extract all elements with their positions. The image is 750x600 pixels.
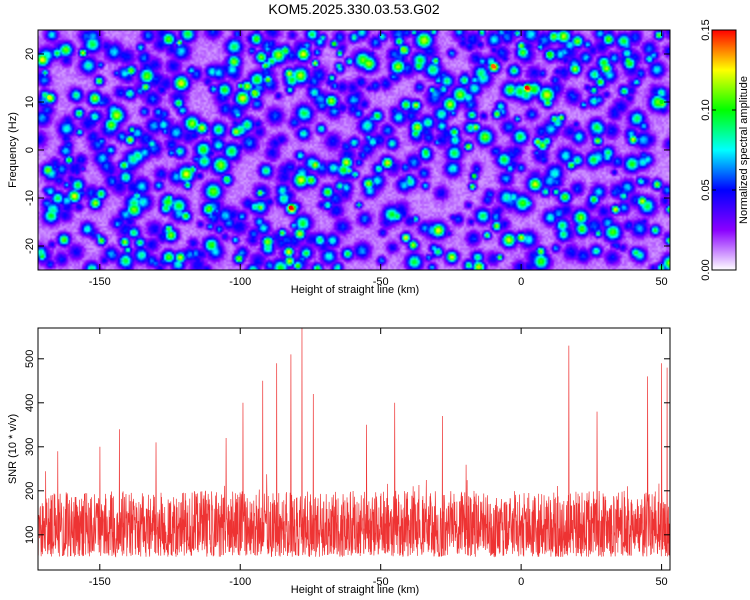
top-xtick-label: -50	[373, 276, 389, 288]
snr-series-line	[38, 328, 670, 558]
bottom-xtick-label: -50	[373, 576, 389, 588]
spectral-peak-3	[47, 95, 52, 100]
colorbar-tick-label: 0.15	[700, 19, 712, 40]
spectral-peak-8	[224, 176, 229, 181]
snr-frame	[37, 327, 671, 571]
top-ytick-label: 0	[24, 147, 36, 153]
colorbar-tick-label: 0.00	[700, 259, 712, 280]
bottom-ylabel: SNR (10 * v/v)	[7, 414, 19, 484]
top-ylabel: Frequency (Hz)	[7, 112, 19, 188]
bottom-xtick-label: -150	[89, 576, 111, 588]
spectral-peak-2	[491, 64, 496, 68]
spectral-peak-6	[547, 52, 552, 56]
top-ytick-label: -20	[24, 238, 36, 254]
bottom-ytick-label: 400	[24, 394, 36, 412]
bottom-xlabel: Height of straight line (km)	[291, 584, 419, 596]
snr-panel: -150 -100 -50 0 50 100 200 300 400 500 Height of …	[7, 327, 671, 596]
bottom-xtick-label: -100	[229, 576, 251, 588]
spectral-peak-5	[401, 47, 406, 52]
bottom-ytick-label: 500	[24, 350, 36, 368]
top-ytick-label: 10	[24, 96, 36, 108]
top-ytick-label: -10	[24, 190, 36, 206]
chart-title: KOM5.2025.330.03.53.G02	[268, 1, 439, 17]
bottom-ytick-label: 300	[24, 438, 36, 456]
colorbar-gradient	[711, 29, 737, 271]
colorbar-tick-label: 0.10	[700, 99, 712, 120]
bottom-xtick-label: 0	[518, 576, 524, 588]
colorbar-tick-label: 0.05	[700, 179, 712, 200]
top-xtick-label: -100	[229, 276, 251, 288]
top-ytick-label: 20	[24, 48, 36, 60]
spectral-peak-0	[288, 205, 293, 210]
top-xtick-label: 0	[518, 276, 524, 288]
spectrogram-image	[38, 30, 670, 270]
colorbar-label: Normalized spectral amplitude	[738, 76, 750, 224]
top-xtick-label: 50	[655, 276, 667, 288]
bottom-xtick-label: 50	[655, 576, 667, 588]
spectral-peak-4	[252, 90, 257, 95]
top-xlabel: Height of straight line (km)	[291, 284, 419, 296]
bottom-ytick-label: 200	[24, 482, 36, 500]
spectral-peak-1	[524, 85, 529, 90]
spectral-peak-7	[659, 100, 664, 104]
top-xtick-label: -150	[89, 276, 111, 288]
colorbar: 0.00 0.05 0.10 0.15 Normalized spectral amp…	[700, 19, 750, 280]
bottom-ytick-label: 100	[24, 526, 36, 544]
